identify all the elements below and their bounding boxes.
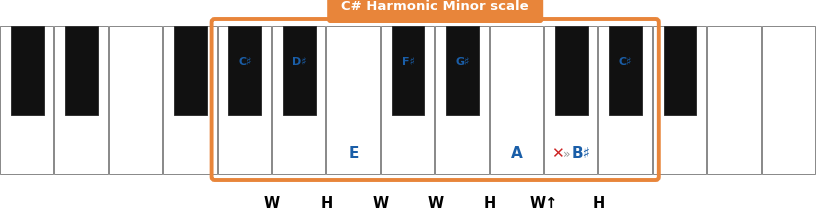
Text: H: H (592, 197, 605, 211)
Bar (435, 26, 489, 174)
Bar (174, 26, 206, 115)
Text: H: H (320, 197, 333, 211)
Bar (446, 26, 479, 115)
Bar (381, 26, 434, 174)
Bar (490, 26, 543, 174)
Text: W: W (427, 197, 443, 211)
Text: W: W (264, 197, 280, 211)
Bar (0, 26, 53, 174)
Bar (598, 26, 652, 174)
Bar (761, 26, 815, 174)
Bar (55, 26, 108, 174)
Text: H: H (483, 197, 496, 211)
Bar (65, 26, 98, 115)
Bar (109, 26, 162, 174)
Text: B♯: B♯ (572, 146, 591, 162)
Text: F♯: F♯ (401, 57, 415, 67)
Text: E: E (348, 146, 359, 162)
Bar (392, 26, 424, 115)
Bar (544, 26, 597, 174)
Text: ✕: ✕ (551, 146, 564, 162)
Text: G♯: G♯ (455, 57, 470, 67)
Bar (326, 26, 379, 174)
Text: D♯: D♯ (292, 57, 307, 67)
Bar (272, 26, 326, 174)
Bar (610, 26, 642, 115)
FancyBboxPatch shape (327, 0, 543, 23)
Text: C♯: C♯ (238, 57, 251, 67)
Text: W↑: W↑ (530, 197, 558, 211)
Bar (163, 26, 216, 174)
Bar (283, 26, 316, 115)
Bar (555, 26, 588, 115)
Text: C# Harmonic Minor scale: C# Harmonic Minor scale (341, 0, 529, 13)
Bar (218, 26, 271, 174)
Bar (653, 26, 706, 174)
Bar (707, 26, 761, 174)
Text: W: W (373, 197, 389, 211)
Text: »: » (562, 148, 570, 160)
Text: A: A (511, 146, 523, 162)
Text: C♯: C♯ (619, 57, 632, 67)
Bar (228, 26, 261, 115)
Bar (11, 26, 43, 115)
Bar (663, 26, 696, 115)
